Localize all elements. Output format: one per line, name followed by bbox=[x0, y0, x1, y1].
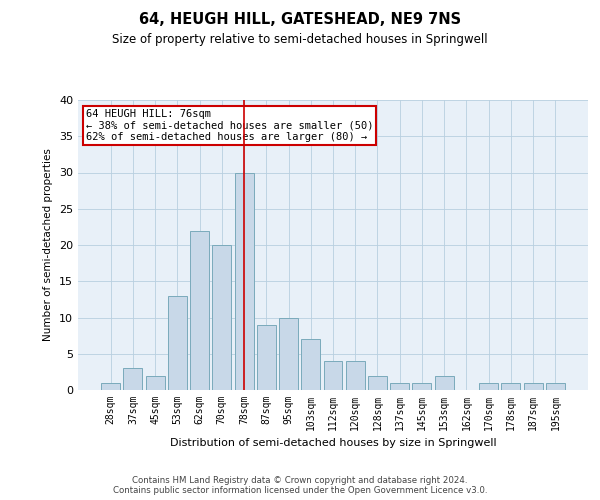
X-axis label: Distribution of semi-detached houses by size in Springwell: Distribution of semi-detached houses by … bbox=[170, 438, 496, 448]
Text: Size of property relative to semi-detached houses in Springwell: Size of property relative to semi-detach… bbox=[112, 32, 488, 46]
Bar bbox=[412, 383, 431, 390]
Bar bbox=[301, 339, 320, 390]
Bar bbox=[390, 383, 409, 390]
Bar bbox=[479, 383, 498, 390]
Bar bbox=[279, 318, 298, 390]
Text: 64, HEUGH HILL, GATESHEAD, NE9 7NS: 64, HEUGH HILL, GATESHEAD, NE9 7NS bbox=[139, 12, 461, 28]
Bar bbox=[124, 368, 142, 390]
Bar bbox=[524, 383, 542, 390]
Bar bbox=[235, 172, 254, 390]
Bar bbox=[257, 325, 276, 390]
Bar bbox=[435, 376, 454, 390]
Bar bbox=[346, 361, 365, 390]
Bar bbox=[368, 376, 387, 390]
Text: Contains HM Land Registry data © Crown copyright and database right 2024.
Contai: Contains HM Land Registry data © Crown c… bbox=[113, 476, 487, 495]
Bar bbox=[546, 383, 565, 390]
Bar bbox=[502, 383, 520, 390]
Text: 64 HEUGH HILL: 76sqm
← 38% of semi-detached houses are smaller (50)
62% of semi-: 64 HEUGH HILL: 76sqm ← 38% of semi-detac… bbox=[86, 108, 373, 142]
Bar bbox=[190, 230, 209, 390]
Y-axis label: Number of semi-detached properties: Number of semi-detached properties bbox=[43, 148, 53, 342]
Bar bbox=[168, 296, 187, 390]
Bar bbox=[212, 245, 231, 390]
Bar bbox=[101, 383, 120, 390]
Bar bbox=[146, 376, 164, 390]
Bar bbox=[323, 361, 343, 390]
